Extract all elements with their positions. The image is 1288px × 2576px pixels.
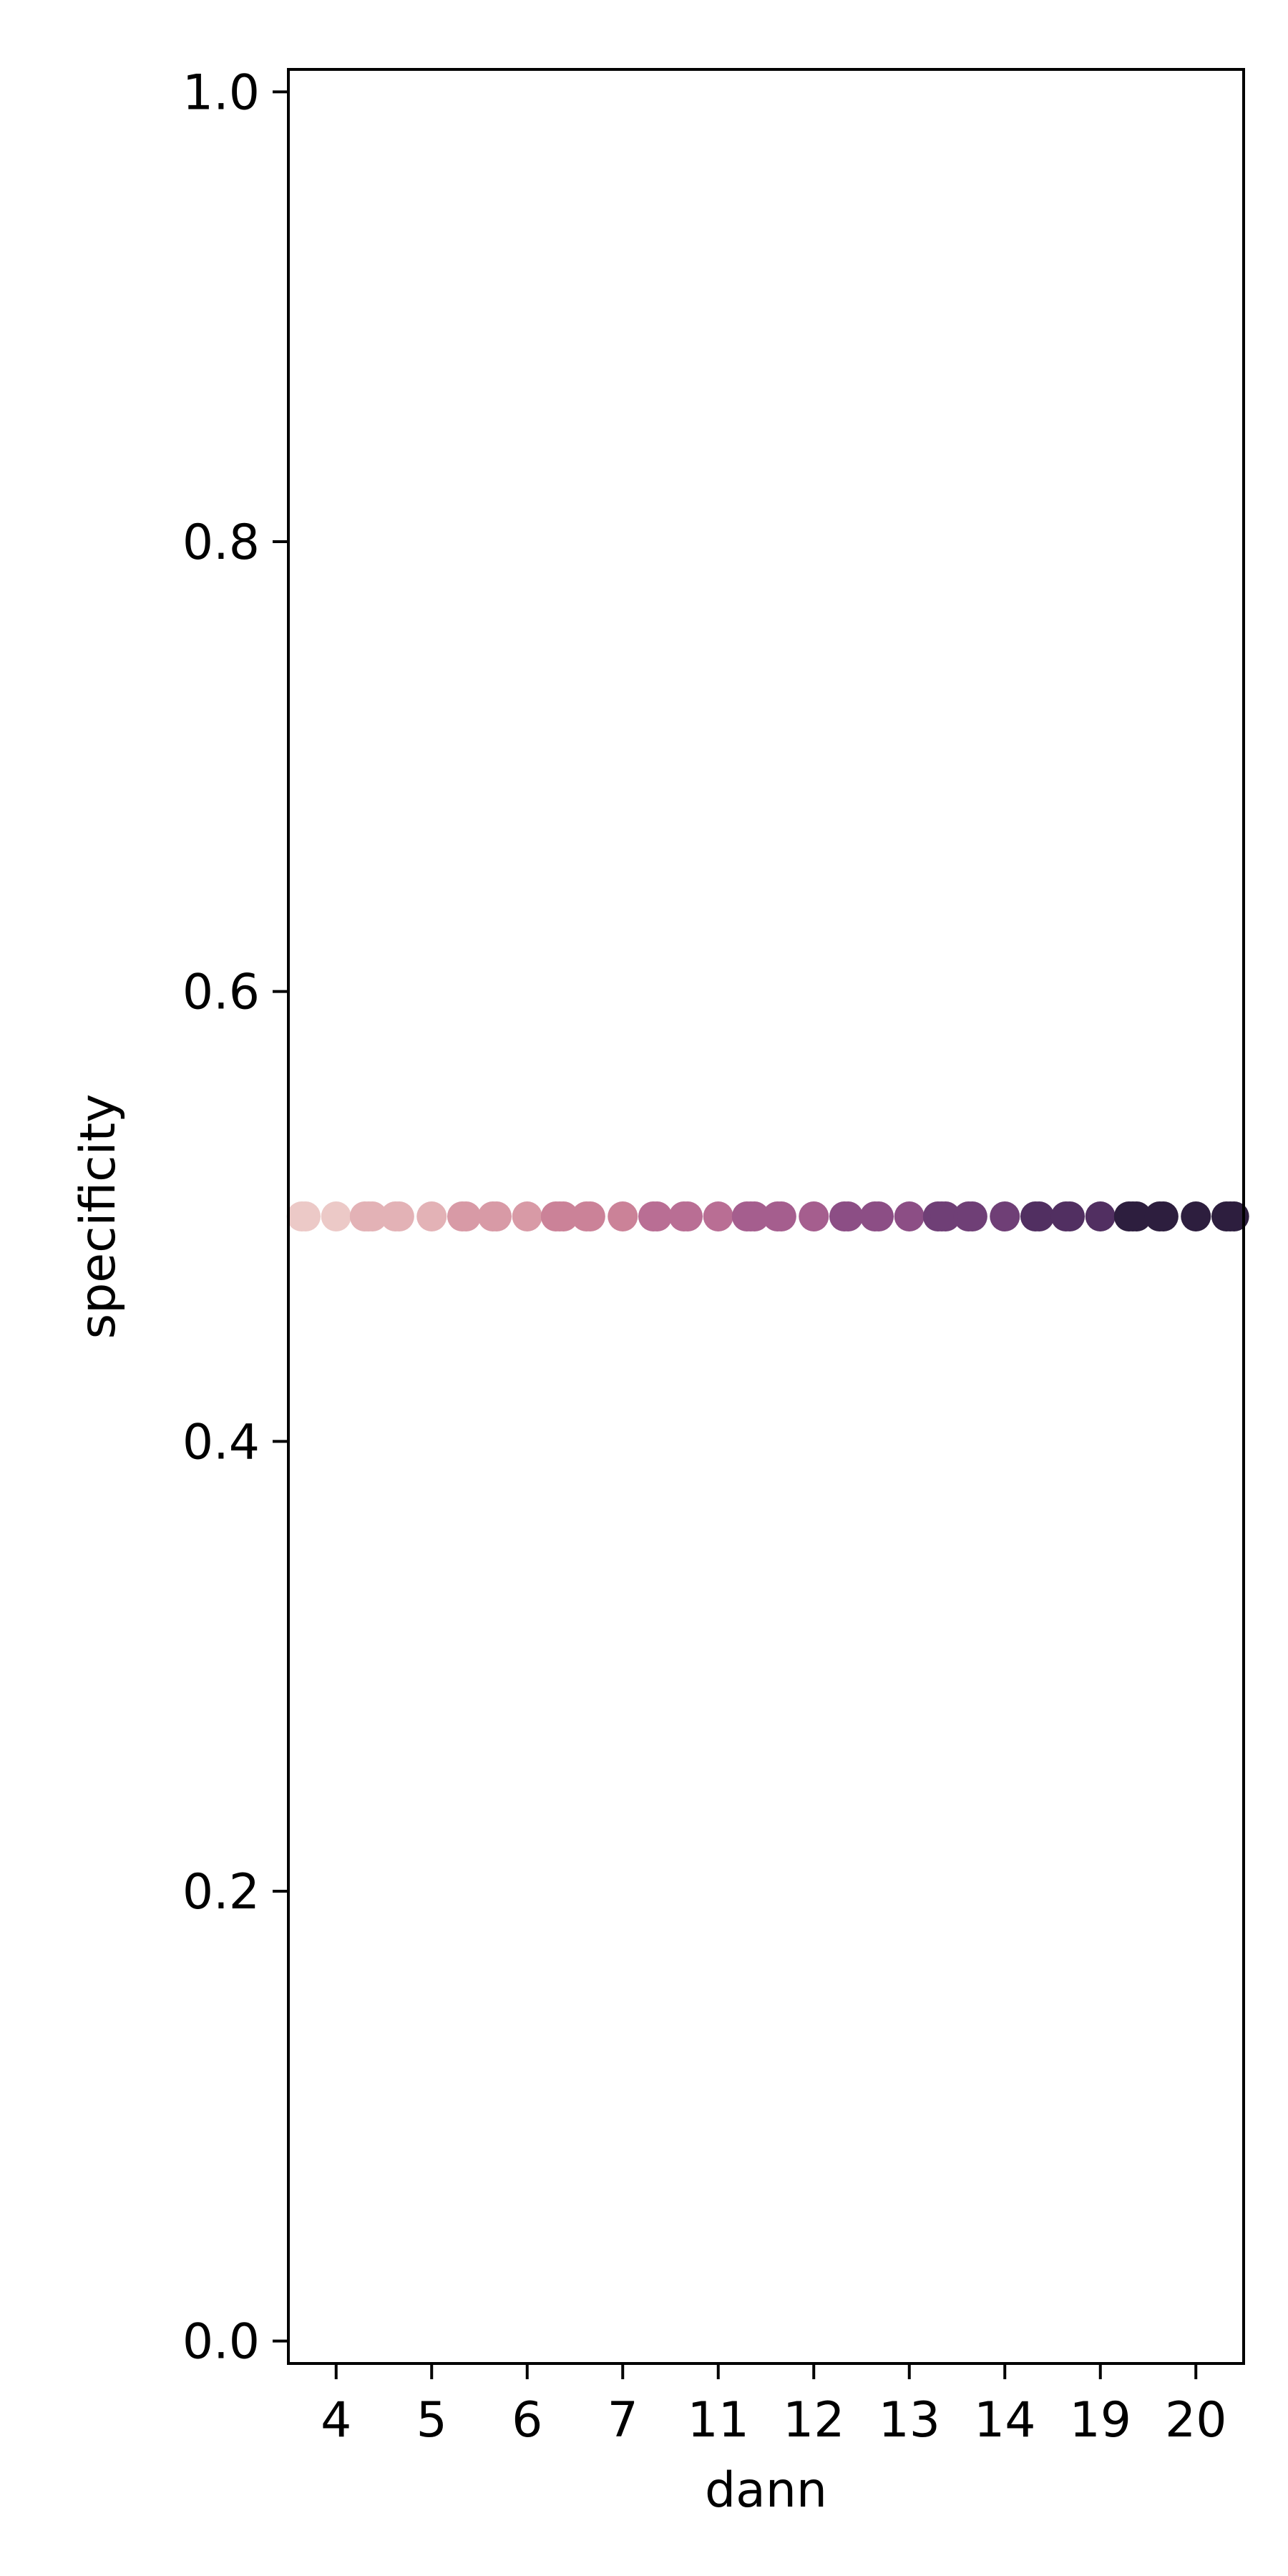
y-tick-label: 1.0: [182, 64, 260, 121]
data-point: [482, 1201, 512, 1231]
data-point: [1219, 1201, 1249, 1231]
data-point: [990, 1201, 1020, 1231]
data-point: [291, 1201, 321, 1231]
x-tick-label: 4: [321, 2392, 351, 2449]
x-tick-label: 13: [878, 2392, 940, 2449]
data-point: [548, 1201, 579, 1231]
data-point: [1085, 1201, 1116, 1231]
x-tick-label: 6: [512, 2392, 542, 2449]
x-axis-label: dann: [705, 2462, 827, 2519]
x-tick-label: 12: [783, 2392, 845, 2449]
x-tick-label: 19: [1069, 2392, 1131, 2449]
data-point: [512, 1201, 542, 1231]
data-point: [766, 1201, 796, 1231]
points-group: [286, 1201, 1249, 1231]
data-point: [799, 1201, 829, 1231]
data-point: [416, 1201, 447, 1231]
data-point: [384, 1201, 414, 1231]
y-tick-label: 0.2: [182, 1864, 260, 1921]
data-point: [1121, 1201, 1152, 1231]
y-tick-label: 0.4: [182, 1414, 260, 1470]
data-point: [930, 1201, 961, 1231]
data-point: [1055, 1201, 1085, 1231]
data-point: [1181, 1201, 1211, 1231]
data-point: [864, 1201, 894, 1231]
y-tick-label: 0.0: [182, 2314, 260, 2371]
data-point: [739, 1201, 770, 1231]
data-point: [321, 1201, 351, 1231]
data-point: [575, 1201, 605, 1231]
data-point: [1148, 1201, 1179, 1231]
data-point: [642, 1201, 673, 1231]
data-point: [703, 1201, 733, 1231]
x-axis: 4 5 6 7 11 12 13 14 19 20: [321, 2363, 1227, 2449]
y-axis: 0.0 0.2 0.4 0.6 0.8 1.0: [182, 64, 288, 2371]
x-tick-label: 14: [974, 2392, 1036, 2449]
y-axis-label: specificity: [70, 1094, 127, 1340]
plot-frame: [287, 68, 1245, 2365]
data-point: [1024, 1201, 1055, 1231]
x-tick-label: 7: [608, 2392, 638, 2449]
x-tick-label: 20: [1165, 2392, 1227, 2449]
x-tick-label: 5: [416, 2392, 447, 2449]
x-tick-label: 11: [687, 2392, 749, 2449]
y-tick-label: 0.6: [182, 965, 260, 1021]
data-point: [833, 1201, 864, 1231]
data-point: [357, 1201, 388, 1231]
data-point: [894, 1201, 924, 1231]
data-point: [451, 1201, 482, 1231]
data-point: [673, 1201, 703, 1231]
y-tick-label: 0.8: [182, 514, 260, 571]
data-point: [608, 1201, 638, 1231]
data-point: [957, 1201, 987, 1231]
